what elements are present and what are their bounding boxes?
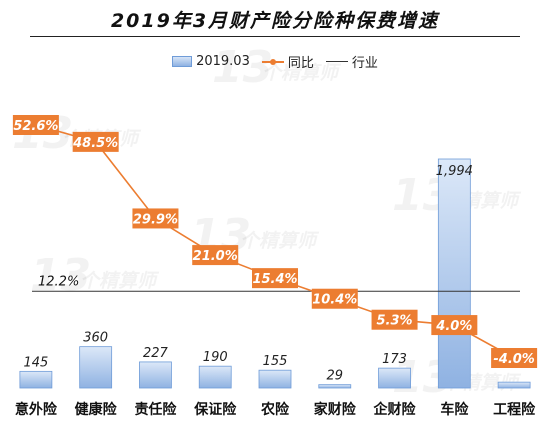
growth-data-label: 29.9% (132, 208, 179, 229)
legend-reference-swatch (325, 61, 348, 62)
growth-label-box (371, 309, 418, 330)
growth-label-text: 15.4% (252, 272, 297, 287)
growth-label-text: -4.0% (493, 352, 534, 367)
legend: 2019.03 同比 行业 (0, 52, 550, 71)
growth-label-text: 21.0% (193, 249, 238, 264)
bar-value-label: 360 (83, 331, 108, 346)
title-underline (30, 36, 520, 37)
growth-data-label: 10.4% (311, 288, 358, 309)
x-tick-label: 健康险 (75, 401, 118, 418)
x-tick-label: 家财险 (314, 401, 357, 418)
growth-label-box (132, 208, 179, 229)
x-tick-label: 意外险 (15, 401, 58, 418)
legend-entry-bar: 2019.03 (172, 54, 250, 69)
growth-label-text: 29.9% (133, 212, 178, 227)
legend-label-line: 同比 (287, 56, 314, 71)
bar (139, 361, 172, 389)
bar (258, 369, 292, 389)
bar-value-label: 1,994 (436, 164, 473, 179)
x-tick-label: 车险 (440, 401, 469, 418)
growth-label-text: 4.0% (435, 319, 472, 334)
x-tick-label: 工程险 (493, 401, 536, 418)
reference-label: 12.2% (38, 274, 79, 289)
bar (19, 370, 53, 389)
growth-data-label: 15.4% (252, 268, 298, 289)
growth-label-box (192, 245, 239, 266)
bar (378, 367, 411, 389)
bar-value-label: 29 (327, 369, 344, 384)
growth-label-box (431, 315, 478, 336)
growth-label-box (252, 268, 298, 289)
bar-value-label: 190 (203, 350, 228, 365)
bar (497, 381, 531, 389)
legend-label-reference: 行业 (351, 56, 378, 71)
bar (79, 346, 113, 389)
bar-value-label: 227 (143, 346, 169, 361)
bar-value-label: 145 (23, 355, 48, 370)
x-tick-label: 保证险 (193, 401, 237, 418)
bar (437, 158, 471, 389)
bar (198, 365, 232, 389)
growth-data-label: 52.6% (12, 115, 59, 135)
legend-entry-reference: 行业 (325, 52, 378, 71)
x-tick-label: 责任险 (134, 401, 177, 418)
legend-line-swatch (261, 58, 284, 65)
chart-title: 2019年3月财产险分险种保费增速 (110, 10, 440, 32)
x-tick-label: 企财险 (373, 401, 417, 418)
bar-value-label: 173 (382, 352, 407, 367)
growth-data-label: 5.3% (371, 309, 418, 330)
legend-bar-swatch (172, 56, 193, 67)
growth-label-box (311, 288, 358, 309)
legend-entry-line: 同比 (261, 52, 314, 71)
growth-data-label: 21.0% (192, 245, 239, 266)
growth-label-text: 52.6% (13, 119, 58, 134)
growth-data-label: -4.0% (491, 348, 538, 368)
legend-label-bar: 2019.03 (196, 54, 250, 69)
growth-label-text: 10.4% (312, 293, 357, 308)
bar (318, 384, 352, 389)
x-tick-label: 农险 (260, 401, 290, 418)
growth-label-box (491, 348, 538, 368)
growth-label-text: 5.3% (377, 314, 413, 329)
growth-label-text: 48.5% (72, 136, 118, 151)
growth-data-label: 4.0% (431, 315, 478, 336)
bar-value-label: 155 (263, 354, 288, 369)
growth-label-box (12, 115, 59, 135)
growth-data-label: 48.5% (72, 131, 119, 152)
growth-label-box (72, 131, 119, 152)
